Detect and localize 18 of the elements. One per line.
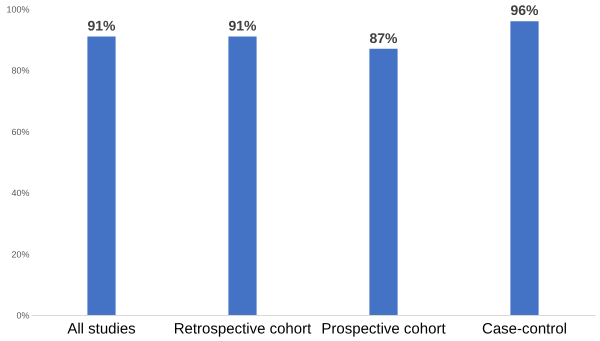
data-label: 91% xyxy=(228,18,258,34)
x-tick-label: Retrospective cohort xyxy=(174,320,312,338)
y-tick-label: 0% xyxy=(16,310,30,320)
data-label: 87% xyxy=(369,30,398,46)
y-tick-label: 20% xyxy=(11,249,30,260)
bar xyxy=(510,21,539,315)
data-label: 96% xyxy=(510,2,540,18)
y-tick-label: 100% xyxy=(6,4,30,14)
data-label: 91% xyxy=(87,18,116,34)
y-tick-label: 40% xyxy=(11,188,30,198)
y-tick-label: 80% xyxy=(11,66,30,76)
bar xyxy=(87,36,116,315)
x-tick-label: All studies xyxy=(67,320,136,338)
bar xyxy=(369,48,398,315)
x-tick-label: Prospective cohort xyxy=(321,320,446,338)
y-tick-label: 60% xyxy=(11,126,30,137)
x-tick-label: Case-control xyxy=(482,320,568,338)
bar xyxy=(228,36,257,315)
